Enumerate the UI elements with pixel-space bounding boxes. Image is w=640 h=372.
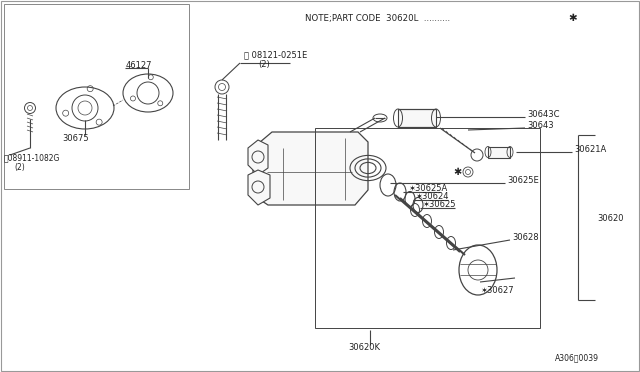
Bar — [488, 147, 510, 158]
Text: ✱: ✱ — [453, 167, 461, 177]
Text: ✶30625A: ✶30625A — [408, 183, 447, 192]
Text: (2): (2) — [258, 60, 269, 68]
Bar — [315, 128, 540, 328]
Bar — [398, 109, 436, 127]
Text: 30643C: 30643C — [527, 109, 559, 119]
Text: 30621A: 30621A — [574, 144, 606, 154]
Text: ⓝ08911-1082G: ⓝ08911-1082G — [4, 154, 60, 163]
Text: NOTE;PART CODE  30620L  ..........: NOTE;PART CODE 30620L .......... — [305, 13, 450, 22]
Text: ⒲ 08121-0251E: ⒲ 08121-0251E — [244, 51, 307, 60]
Polygon shape — [253, 132, 368, 205]
Text: 46127: 46127 — [126, 61, 152, 70]
Text: 30628: 30628 — [512, 232, 539, 241]
Polygon shape — [248, 140, 268, 175]
Polygon shape — [248, 170, 270, 205]
Text: 30620: 30620 — [597, 214, 623, 222]
Text: 30675: 30675 — [62, 134, 88, 142]
Text: 30620K: 30620K — [348, 343, 380, 353]
Text: 30643: 30643 — [527, 121, 554, 129]
Text: ✶30624: ✶30624 — [415, 192, 449, 201]
Text: A306⁩0039: A306⁩0039 — [555, 353, 599, 362]
Text: ✶30627: ✶30627 — [480, 285, 514, 295]
Bar — [4, 4, 189, 189]
Text: 30625E: 30625E — [507, 176, 539, 185]
Text: (2): (2) — [14, 163, 25, 171]
Text: ✶30625: ✶30625 — [422, 199, 456, 208]
Text: ✱: ✱ — [568, 13, 577, 23]
